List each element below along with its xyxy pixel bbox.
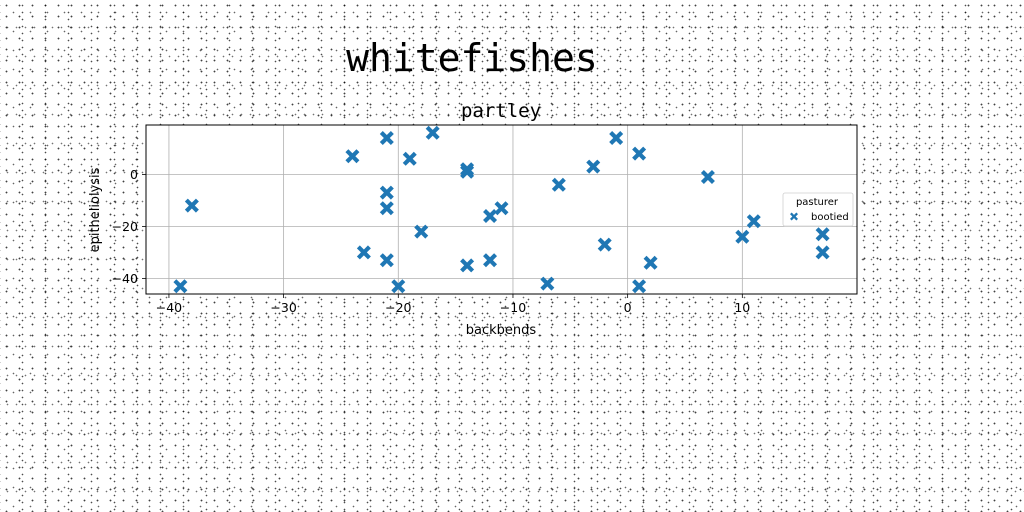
data-point [632,279,647,294]
data-point [746,214,761,229]
x-axis-ticks: −40 −30 −20 −10 0 10 [156,294,750,315]
y-tick-label: −20 [112,219,138,234]
data-point [815,245,830,260]
x-tick-label: −20 [385,300,411,315]
y-axis-label: epitheliolysis [88,167,103,252]
data-point [414,224,429,239]
plot-frame [145,124,858,295]
data-point [379,201,394,216]
data-point [379,185,394,200]
data-point [586,159,601,174]
data-point [356,245,371,260]
data-point [643,255,658,270]
x-axis-label: backbends [466,323,537,338]
data-point [815,227,830,242]
x-tick-label: 10 [734,300,750,315]
data-point [379,253,394,268]
x-tick-label: 0 [624,300,632,315]
data-point [540,276,555,291]
data-point [425,125,440,140]
data-point [700,170,715,184]
data-point [460,164,475,179]
data-point [494,201,509,216]
data-point [735,229,750,244]
data-point [632,146,647,161]
data-point [345,149,360,164]
legend-label-bootied: bootied [811,212,849,223]
chart-title: partley [461,100,541,122]
data-point [597,237,612,252]
data-point [379,131,394,145]
data-point [460,258,475,273]
data-point [551,177,566,192]
y-tick-label: −40 [112,271,138,286]
x-tick-label: −40 [156,300,182,315]
legend-marker-bootied [790,212,798,221]
data-point [483,253,498,268]
figure-suptitle: whitefishes [346,36,598,80]
legend-marker-shape [790,212,798,221]
y-axis-ticks: −40 −20 0 [112,167,146,286]
x-tick-label: −30 [270,300,296,315]
legend-title: pasturer [796,197,839,208]
data-point [184,198,199,213]
legend: pasturer bootied [782,192,854,227]
data-point [391,279,406,294]
data-point [483,209,498,223]
data-point [402,151,417,166]
data-point [173,279,188,294]
y-tick-label: 0 [130,167,138,182]
data-point [609,131,624,145]
legend-box [782,192,854,227]
data-points [173,125,830,294]
x-tick-label: −10 [500,300,526,315]
grid-lines [146,125,857,294]
